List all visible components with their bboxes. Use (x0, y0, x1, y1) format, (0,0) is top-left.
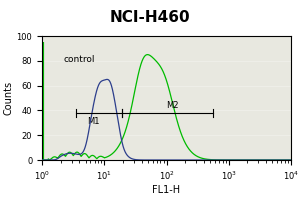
Text: NCI-H460: NCI-H460 (110, 10, 190, 25)
Text: M2: M2 (166, 101, 179, 110)
Text: M1: M1 (87, 117, 100, 126)
X-axis label: FL1-H: FL1-H (152, 185, 181, 195)
Text: control: control (64, 55, 95, 64)
Y-axis label: Counts: Counts (4, 81, 14, 115)
